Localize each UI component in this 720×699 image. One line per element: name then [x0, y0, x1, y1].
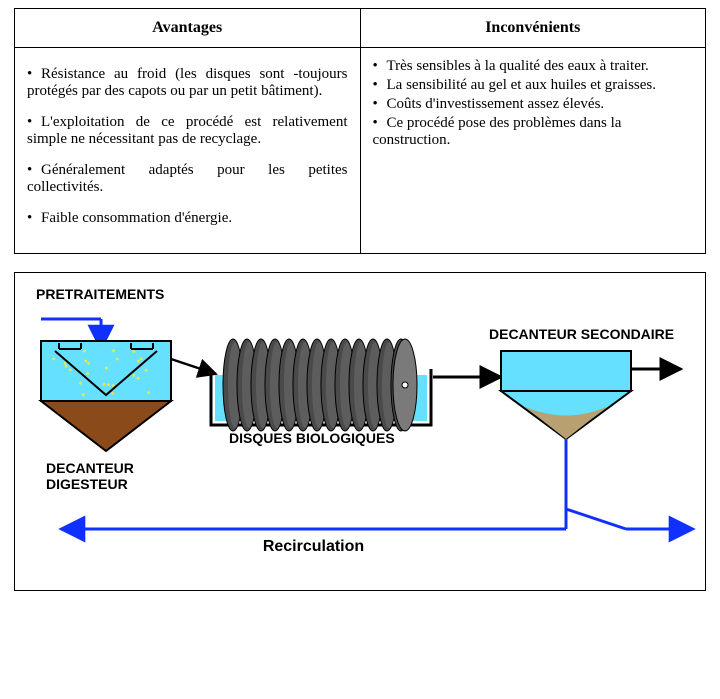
advantages-table: Avantages Inconvénients •Résistance au f…: [14, 8, 706, 254]
svg-text:DISQUES BIOLOGIQUES: DISQUES BIOLOGIQUES: [229, 430, 395, 446]
inconvenient-text: Très sensibles à la qualité des eaux à t…: [387, 58, 649, 74]
list-item: •Faible consommation d'énergie.: [27, 210, 348, 227]
list-item: •Généralement adaptés pour les petites c…: [27, 162, 348, 196]
inconvenient-text: Ce procédé pose des problèmes dans la co…: [373, 115, 622, 148]
avantage-text: Généralement adaptés pour les petites co…: [27, 162, 348, 195]
list-item: •Coûts d'investissement assez élevés.: [373, 96, 694, 113]
svg-text:Recirculation: Recirculation: [263, 538, 364, 555]
list-item: •Résistance au froid (les disques sont -…: [27, 66, 348, 100]
svg-text:DECANTEUR SECONDAIRE: DECANTEUR SECONDAIRE: [489, 326, 674, 342]
list-item: •Très sensibles à la qualité des eaux à …: [373, 58, 694, 75]
cell-inconvenients: •Très sensibles à la qualité des eaux à …: [360, 48, 706, 254]
cell-avantages: •Résistance au froid (les disques sont -…: [15, 48, 361, 254]
header-inconvenients: Inconvénients: [360, 9, 706, 48]
list-item: •La sensibilité au gel et aux huiles et …: [373, 77, 694, 94]
avantage-text: L'exploitation de ce procédé est relativ…: [27, 114, 348, 147]
avantage-text: Résistance au froid (les disques sont -t…: [27, 66, 348, 99]
process-diagram-container: PRETRAITEMENTS DECANTEURDIGESTEUR DISQUES …: [14, 272, 706, 591]
list-item: •L'exploitation de ce procédé est relati…: [27, 114, 348, 148]
svg-text:DECANTEUR: DECANTEUR: [46, 460, 134, 476]
header-avantages: Avantages: [15, 9, 361, 48]
process-diagram: PRETRAITEMENTS DECANTEURDIGESTEUR DISQUES …: [21, 279, 699, 579]
list-item: •Ce procédé pose des problèmes dans la c…: [373, 115, 694, 149]
inconvenient-text: Coûts d'investissement assez élevés.: [387, 96, 605, 112]
svg-text:PRETRAITEMENTS: PRETRAITEMENTS: [36, 286, 164, 302]
inconvenient-text: La sensibilité au gel et aux huiles et g…: [387, 77, 657, 93]
avantage-text: Faible consommation d'énergie.: [41, 210, 232, 226]
svg-text:DIGESTEUR: DIGESTEUR: [46, 476, 128, 492]
